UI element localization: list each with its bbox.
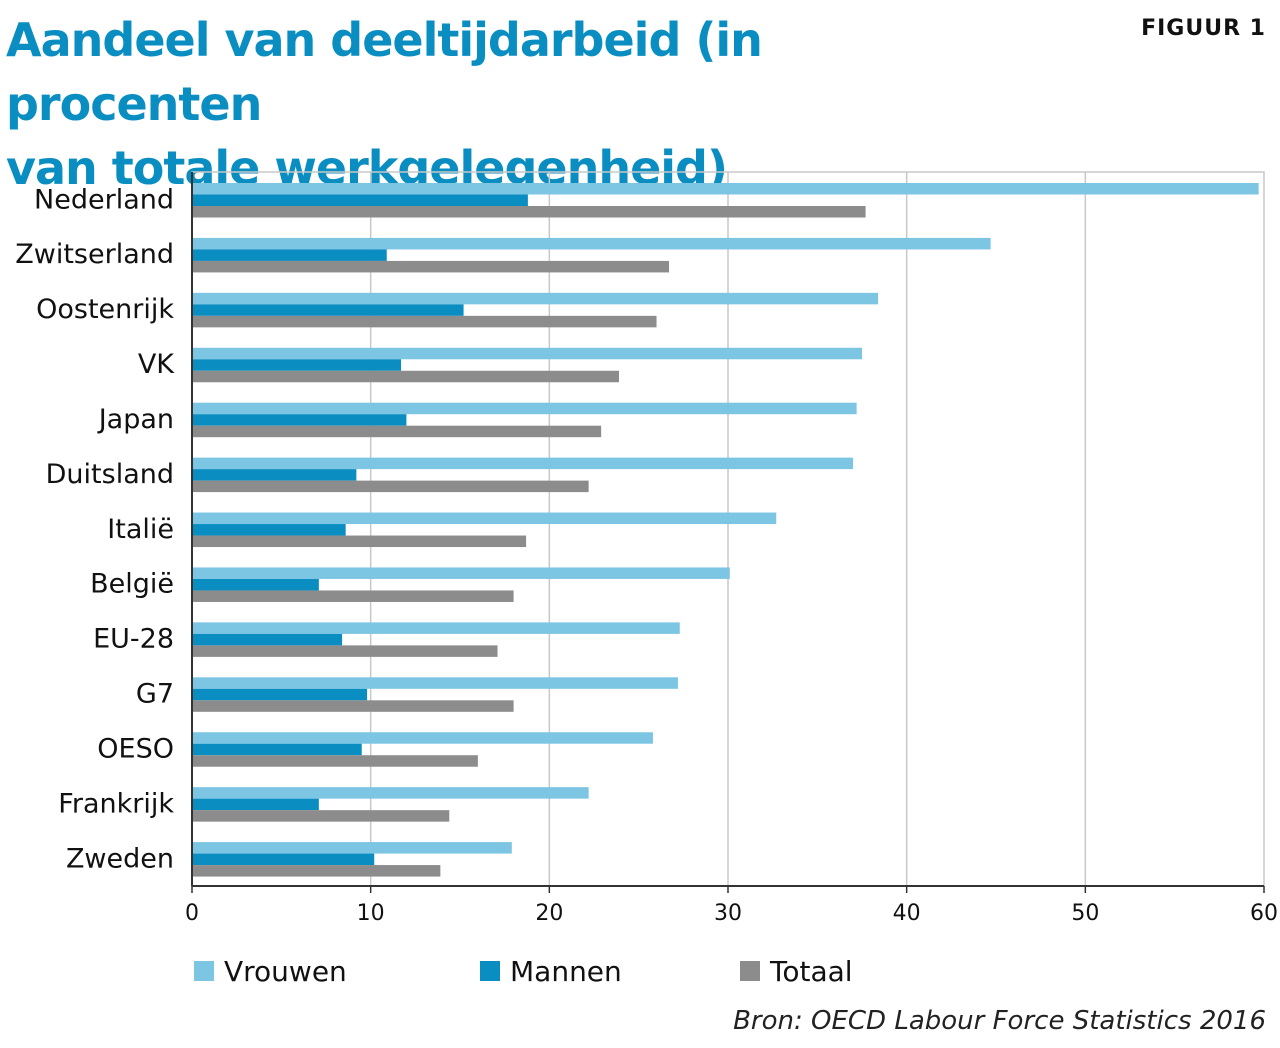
legend-label-vrouwen: Vrouwen	[224, 955, 347, 988]
bar-eu-28-mannen	[192, 633, 343, 646]
category-label-belgie: België	[90, 569, 174, 600]
bar-zwitserland-totaal	[192, 260, 670, 273]
bar-italie-mannen	[192, 524, 346, 536]
x-tick-label-30: 30	[714, 901, 742, 926]
legend-label-mannen: Mannen	[510, 955, 622, 988]
bar-italie-vrouwen	[192, 512, 777, 525]
chart-title-line-1: Aandeel van deeltijdarbeid (in procenten	[6, 13, 763, 131]
bar-duitsland-vrouwen	[192, 457, 854, 470]
bar-japan-totaal	[192, 425, 602, 438]
bar-frankrijk-vrouwen	[192, 787, 589, 799]
bar-zweden-mannen	[192, 853, 375, 866]
bar-duitsland-totaal	[192, 480, 589, 493]
bar-vk-totaal	[192, 370, 620, 383]
x-tick-label-50: 50	[1071, 901, 1099, 926]
bar-belgie-totaal	[192, 590, 514, 602]
legend-swatch-vrouwen	[194, 961, 214, 981]
legend: Vrouwen Mannen Totaal	[194, 955, 853, 988]
bar-nederland-mannen	[192, 194, 528, 206]
category-label-japan: Japan	[97, 404, 174, 435]
bar-g7-totaal	[192, 700, 514, 712]
bar-zweden-vrouwen	[192, 842, 512, 854]
bar-italie-totaal	[192, 535, 527, 548]
category-label-italie: Italië	[107, 514, 174, 545]
bar-zwitserland-vrouwen	[192, 237, 991, 250]
category-label-frankrijk: Frankrijk	[58, 788, 174, 819]
bar-japan-mannen	[192, 414, 407, 426]
bar-frankrijk-mannen	[192, 798, 319, 811]
bar-duitsland-mannen	[192, 469, 357, 481]
bar-vk-vrouwen	[192, 347, 862, 360]
bar-vk-mannen	[192, 359, 402, 371]
grid-layer	[191, 171, 1265, 887]
source-note: Bron: OECD Labour Force Statistics 2016	[733, 1006, 1266, 1036]
bar-frankrijk-totaal	[192, 810, 450, 822]
bar-g7-mannen	[192, 688, 368, 701]
category-labels: Nederland Zwitserland Oostenrijk VK Japan Dui…	[15, 184, 175, 874]
x-tick-label-40: 40	[893, 901, 921, 926]
category-label-g7: G7	[136, 679, 174, 710]
bar-oostenrijk-mannen	[192, 304, 464, 316]
figure-label: FIGUUR 1	[1141, 16, 1266, 41]
category-label-zwitserland: Zwitserland	[15, 239, 174, 270]
x-tick-label-10: 10	[357, 901, 385, 926]
bars-layer	[192, 183, 1259, 877]
x-tick-label-20: 20	[535, 901, 563, 926]
x-tick-label-60: 60	[1250, 901, 1278, 926]
bar-oeso-vrouwen	[192, 732, 653, 744]
bar-oostenrijk-vrouwen	[192, 292, 879, 305]
bar-zweden-totaal	[192, 865, 441, 877]
bar-belgie-mannen	[192, 578, 319, 591]
category-label-zweden: Zweden	[66, 843, 174, 874]
bar-eu-28-vrouwen	[192, 622, 680, 634]
bar-zwitserland-mannen	[192, 249, 387, 261]
category-label-duitsland: Duitsland	[46, 459, 174, 490]
bar-japan-vrouwen	[192, 402, 857, 415]
bar-eu-28-totaal	[192, 645, 498, 657]
x-tick-label-0: 0	[185, 901, 199, 926]
category-label-oostenrijk: Oostenrijk	[36, 294, 174, 325]
category-label-vk: VK	[138, 349, 175, 380]
category-label-nederland: Nederland	[34, 184, 174, 215]
bar-oeso-mannen	[192, 743, 362, 756]
legend-label-totaal: Totaal	[769, 955, 853, 988]
bar-nederland-totaal	[192, 206, 866, 218]
legend-swatch-totaal	[740, 961, 760, 981]
category-label-eu-28: EU-28	[93, 624, 174, 655]
bar-belgie-vrouwen	[192, 567, 730, 579]
axis-layer: 0 10 20 30 40 50 60	[185, 172, 1278, 926]
legend-swatch-mannen	[480, 961, 500, 981]
bar-nederland-vrouwen	[192, 183, 1259, 195]
bar-oeso-totaal	[192, 755, 478, 767]
category-label-oeso: OESO	[97, 733, 174, 764]
bar-oostenrijk-totaal	[192, 315, 657, 328]
bar-g7-vrouwen	[192, 677, 678, 689]
